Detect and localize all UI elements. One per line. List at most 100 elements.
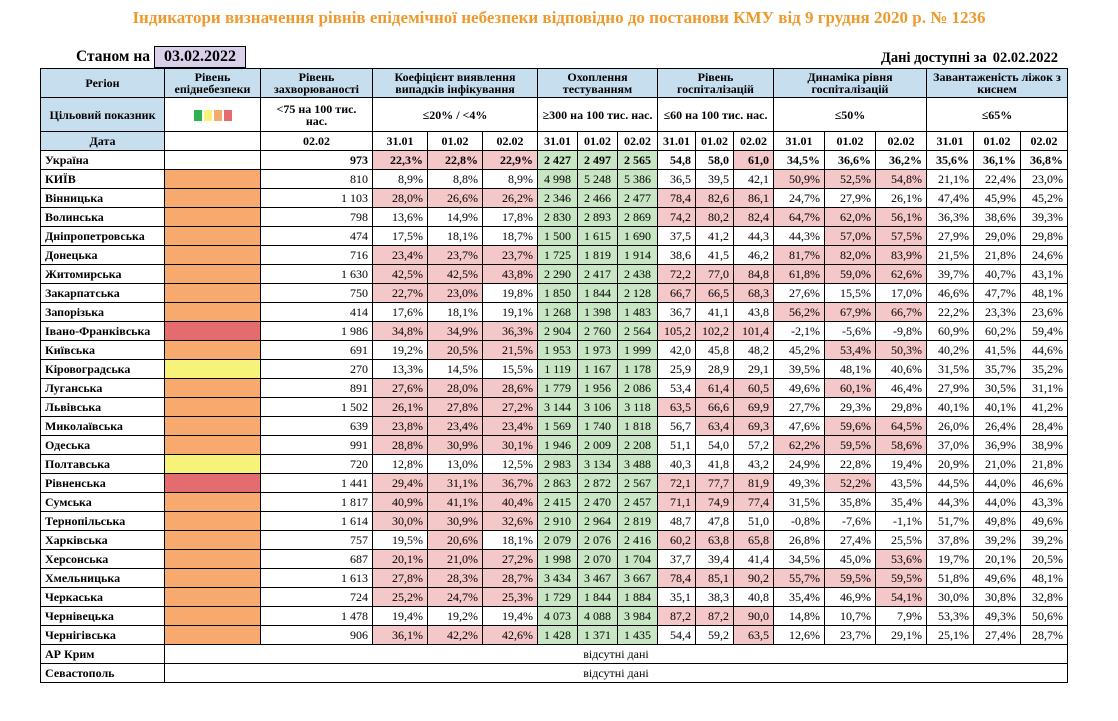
date-test-3: 02.02	[617, 131, 658, 151]
testing-value: 1 371	[577, 625, 618, 645]
testing-value: 2 893	[577, 207, 618, 227]
detection-value: 41,1%	[427, 492, 483, 512]
oxygen-beds-value: 36,8%	[1020, 150, 1068, 170]
detection-value: 40,9%	[372, 492, 428, 512]
incidence-value: 691	[260, 340, 373, 360]
hosp-dynamics-value: 29,8%	[875, 397, 927, 417]
level-indicator	[164, 492, 261, 512]
oxygen-beds-value: 49,6%	[973, 568, 1021, 588]
testing-value: 1 953	[537, 340, 578, 360]
hosp-dynamics-value: 59,5%	[824, 568, 876, 588]
detection-value: 34,8%	[372, 321, 428, 341]
hosp-dynamics-value: -1,1%	[875, 511, 927, 531]
oxygen-beds-value: 23,0%	[1020, 169, 1068, 189]
testing-value: 2 438	[617, 264, 658, 284]
hospitalization-value: 102,2	[695, 321, 734, 341]
oxygen-beds-value: 36,3%	[926, 207, 974, 227]
testing-value: 1 850	[537, 283, 578, 303]
hosp-dynamics-value: 27,7%	[773, 397, 825, 417]
hosp-dynamics-value: 7,9%	[875, 606, 927, 626]
detection-value: 19,1%	[482, 302, 538, 322]
region-name: Львівська	[40, 397, 165, 417]
hospitalization-value: 77,0	[695, 264, 734, 284]
oxygen-beds-value: 48,1%	[1020, 568, 1068, 588]
table-row: Миколаївська 639 23,8% 23,4% 23,4% 1 569 1 740…	[40, 416, 1068, 436]
hosp-dynamics-value: 24,9%	[773, 454, 825, 474]
oxygen-beds-value: 41,5%	[973, 340, 1021, 360]
testing-value: 2 457	[617, 492, 658, 512]
table-row: Львівська 1 502 26,1% 27,8% 27,2% 3 144 3 106 3…	[40, 397, 1068, 417]
hosp-dynamics-value: 19,4%	[875, 454, 927, 474]
incidence-value: 1 817	[260, 492, 373, 512]
testing-value: 2 466	[577, 188, 618, 208]
hospitalization-value: 74,2	[657, 207, 696, 227]
hosp-dynamics-value: 29,3%	[824, 397, 876, 417]
oxygen-beds-value: 49,6%	[1020, 511, 1068, 531]
table-row: Київська 691 19,2% 20,5% 21,5% 1 953 1 973 1 99…	[40, 340, 1068, 360]
oxygen-beds-value: 38,6%	[973, 207, 1021, 227]
header-target: Цільовий показник	[40, 97, 165, 132]
hospitalization-value: 40,8	[733, 587, 774, 607]
detection-value: 23,4%	[482, 416, 538, 436]
testing-value: 1 167	[577, 359, 618, 379]
detection-value: 28,0%	[372, 188, 428, 208]
target-detection: ≤20% / <4%	[372, 97, 538, 132]
date-incidence: 02.02	[260, 131, 373, 151]
hospitalization-value: 63,4	[695, 416, 734, 436]
hospitalization-value: 72,1	[657, 473, 696, 493]
detection-value: 12,5%	[482, 454, 538, 474]
hosp-dynamics-value: 43,5%	[875, 473, 927, 493]
as-of-block: Станом на 03.02.2022	[76, 46, 247, 68]
target-hospitalization: ≤60 на 100 тис. нас.	[657, 97, 774, 132]
level-indicator	[164, 378, 261, 398]
hospitalization-value: 60,5	[733, 378, 774, 398]
hospitalization-value: 42,1	[733, 169, 774, 189]
oxygen-beds-value: 31,1%	[1020, 378, 1068, 398]
incidence-value: 1 478	[260, 606, 373, 626]
oxygen-beds-value: 30,8%	[973, 587, 1021, 607]
testing-value: 5 248	[577, 169, 618, 189]
table-row: Луганська 891 27,6% 28,0% 28,6% 1 779 1 956 2 0…	[40, 378, 1068, 398]
detection-value: 28,6%	[482, 378, 538, 398]
oxygen-beds-value: 60,9%	[926, 321, 974, 341]
hospitalization-value: 60,2	[657, 530, 696, 550]
data-available-label: Дані доступні за	[880, 50, 987, 66]
header-row-titles: Регіон Рівень епіднебезпеки Рівень захво…	[40, 68, 1068, 98]
testing-value: 1 818	[617, 416, 658, 436]
oxygen-beds-value: 26,4%	[973, 416, 1021, 436]
oxygen-beds-value: 29,0%	[973, 226, 1021, 246]
region-name: Рівненська	[40, 473, 165, 493]
hosp-dynamics-value: 62,2%	[773, 435, 825, 455]
oxygen-beds-value: 60,2%	[973, 321, 1021, 341]
header-detection: Коефіцієнт виявлення випадків інфікуванн…	[372, 68, 538, 98]
hospitalization-value: 58,0	[695, 150, 734, 170]
hospitalization-value: 87,2	[657, 606, 696, 626]
detection-value: 28,3%	[427, 568, 483, 588]
detection-value: 27,8%	[372, 568, 428, 588]
region-name: Чернігівська	[40, 625, 165, 645]
region-name: Вінницька	[40, 188, 165, 208]
level-dot-3	[223, 109, 232, 121]
level-indicator	[164, 416, 261, 436]
hospitalization-value: 90,0	[733, 606, 774, 626]
incidence-value: 1 986	[260, 321, 373, 341]
detection-value: 19,4%	[372, 606, 428, 626]
testing-value: 3 467	[577, 568, 618, 588]
oxygen-beds-value: 28,7%	[1020, 625, 1068, 645]
oxygen-beds-value: 48,1%	[1020, 283, 1068, 303]
incidence-value: 720	[260, 454, 373, 474]
testing-value: 1 268	[537, 302, 578, 322]
testing-value: 2 079	[537, 530, 578, 550]
hospitalization-value: 43,2	[733, 454, 774, 474]
hospitalization-value: 82,4	[733, 207, 774, 227]
detection-value: 28,0%	[427, 378, 483, 398]
level-indicator	[164, 606, 261, 626]
hosp-dynamics-value: 35,8%	[824, 492, 876, 512]
oxygen-beds-value: 28,4%	[1020, 416, 1068, 436]
hosp-dynamics-value: 39,5%	[773, 359, 825, 379]
date-det-2: 01.02	[427, 131, 483, 151]
detection-value: 42,6%	[482, 625, 538, 645]
table-row: Івано-Франківська 1 986 34,8% 34,9% 36,3% 2 9…	[40, 321, 1068, 341]
oxygen-beds-value: 27,4%	[973, 625, 1021, 645]
detection-value: 32,6%	[482, 511, 538, 531]
